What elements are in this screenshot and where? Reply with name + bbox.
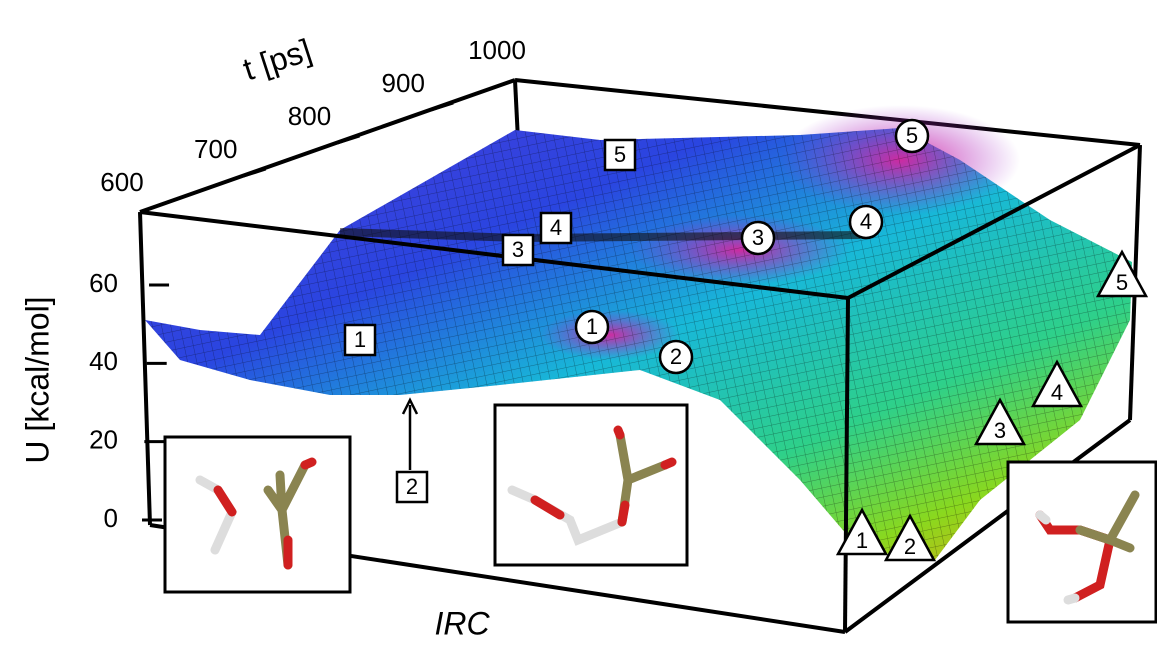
inset-2 [495,405,687,565]
square-label: 1 [354,327,366,352]
t-tick-label: 600 [100,167,143,197]
square-label: 2 [406,474,418,499]
t-tick-label: 900 [382,68,425,98]
circle-label: 2 [670,344,682,369]
z-tick-label: 60 [89,268,118,298]
x-axis-label: IRC [434,605,490,641]
triangle-label: 4 [1051,380,1063,405]
square-label: 3 [512,237,524,262]
triangle-label: 5 [1116,270,1128,295]
t-tick-label: 700 [194,134,237,164]
circle-label: 1 [586,314,598,339]
triangle-label: 1 [856,528,868,553]
square-label: 4 [550,215,562,240]
triangle-label: 3 [994,418,1006,443]
triangle-label: 2 [904,534,916,559]
circle-label: 5 [906,123,918,148]
z-tick-label: 40 [89,346,118,376]
inset-3 [1008,462,1156,622]
z-axis-label: U [kcal/mol] [19,296,55,463]
t-tick-label: 800 [288,101,331,131]
t-tick-label: 1000 [468,35,526,65]
t-axis-label: t [ps] [239,32,316,88]
z-tick-label: 20 [89,425,118,455]
circle-label: 4 [860,209,872,234]
z-tick-label: 0 [104,503,118,533]
circle-label: 3 [752,225,764,250]
figure: U [kcal/mol] t [ps] IRC 0 20 40 60 600 700 800… [0,0,1157,646]
square-label: 5 [614,142,626,167]
inset-1 [165,437,350,592]
